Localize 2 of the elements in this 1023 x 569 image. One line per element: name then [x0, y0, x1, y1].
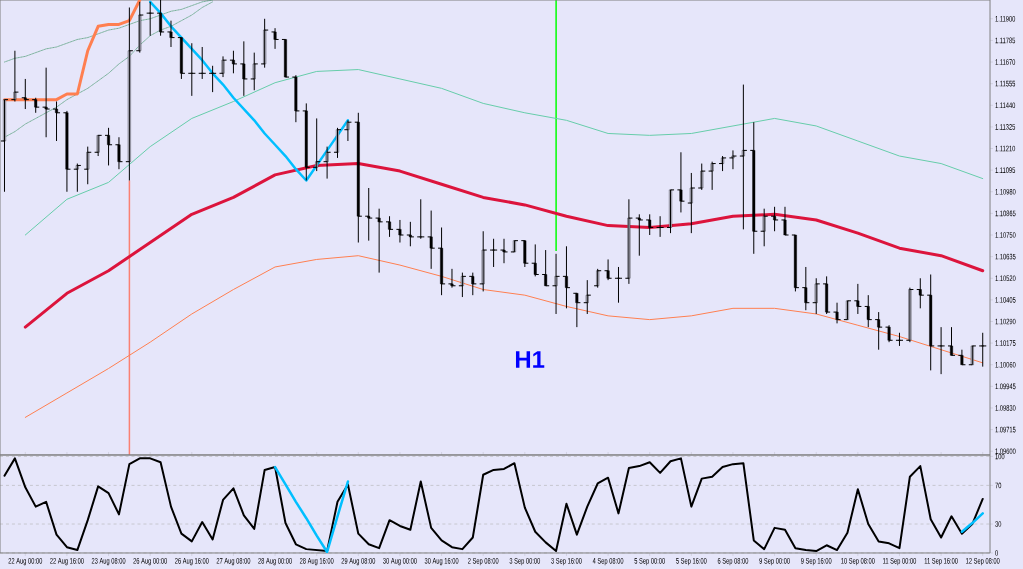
annotation: H1 [515, 351, 545, 368]
line-series [24, 69, 984, 236]
